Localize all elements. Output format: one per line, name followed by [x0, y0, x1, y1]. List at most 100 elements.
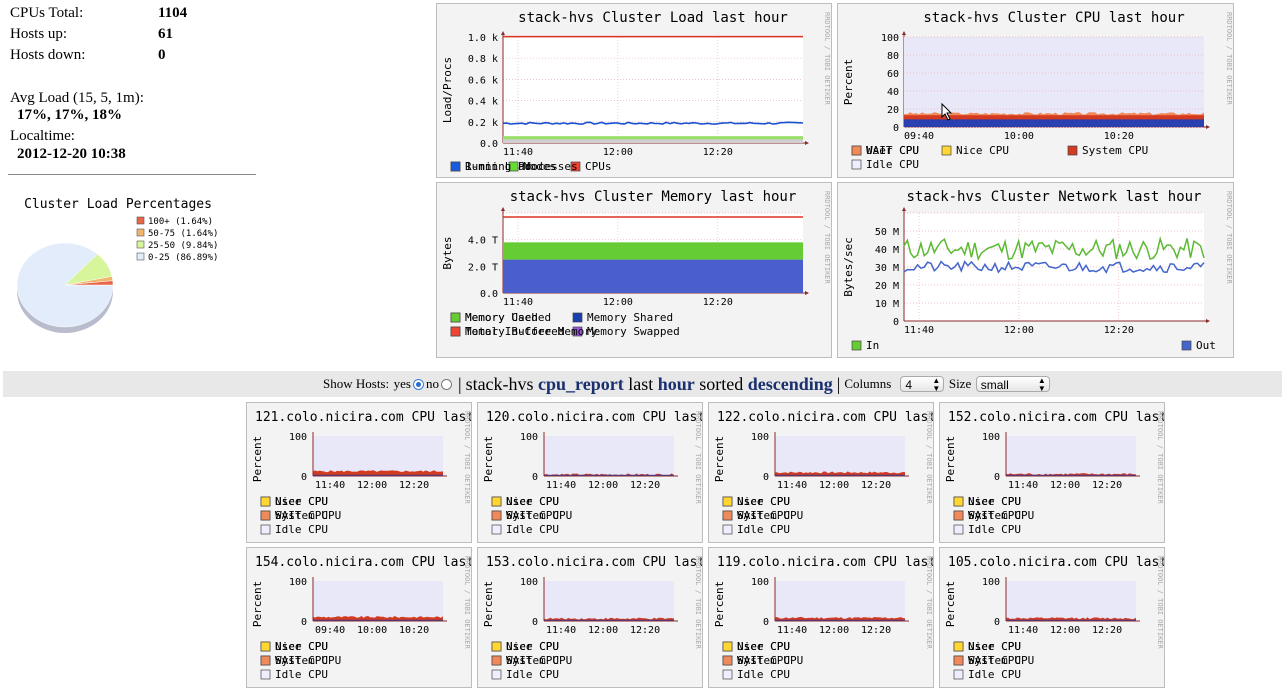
- show-hosts-yes-radio[interactable]: [412, 378, 424, 390]
- pie-legend-label: 50-75 (1.64%): [148, 229, 218, 239]
- watermark: RRDTOOL / TOBI OETIKER: [823, 12, 831, 106]
- graph-title: 154.colo.nicira.com CPU last hour: [255, 555, 472, 570]
- cpus-total-label: CPUs Total:: [10, 5, 84, 21]
- memory-cached-area: [503, 242, 803, 260]
- legend-label: User CPU: [737, 640, 790, 653]
- y-tick-label: 0: [301, 617, 307, 628]
- legend-label: Idle CPU: [968, 668, 1021, 681]
- pie-legend-label: 25-50 (9.84%): [148, 241, 218, 251]
- host-cpu-graph[interactable]: 121.colo.nicira.com CPU last hourRRDTOOL…: [246, 402, 472, 543]
- legend-label: WAIT CPU: [275, 509, 328, 522]
- cursor-icon: [941, 102, 953, 121]
- host-cpu-graph[interactable]: 122.colo.nicira.com CPU last hourRRDTOOL…: [708, 402, 934, 543]
- legend-label: WAIT CPU: [866, 144, 919, 157]
- pie-legend-swatch: [136, 252, 145, 261]
- x-tick-label: 10:20: [399, 625, 429, 636]
- user-cpu-area: [775, 474, 905, 476]
- legend-label: Memory Buffered: [465, 325, 564, 338]
- pie-legend-swatch: [136, 228, 145, 237]
- separator: |: [457, 373, 462, 394]
- y-tick-label: 100: [520, 432, 538, 443]
- legend-swatch: [953, 524, 964, 535]
- y-tick-label: 100: [982, 577, 1000, 588]
- y-axis-label: Percent: [842, 59, 855, 105]
- x-tick-label: 12:00: [1050, 480, 1080, 491]
- y-tick-label: 40: [887, 87, 899, 98]
- y-axis-arrow: [902, 207, 906, 211]
- hosts-up-label: Hosts up:: [10, 26, 68, 42]
- legend-swatch: [491, 510, 502, 521]
- legend-label: Memory Swapped: [587, 325, 680, 338]
- x-tick-label: 12:00: [588, 480, 618, 491]
- legend-label: Idle CPU: [866, 158, 919, 171]
- legend-label: System CPU: [275, 654, 341, 667]
- x-axis-arrow: [805, 141, 809, 145]
- legend-label: System CPU: [737, 654, 803, 667]
- y-axis-label: Percent: [251, 581, 264, 627]
- x-tick-label: 12:00: [1004, 325, 1034, 336]
- y-axis-label: Load/Procs: [441, 57, 454, 123]
- watermark: RRDTOOL / TOBI OETIKER: [463, 556, 471, 650]
- y-tick-label: 100: [289, 577, 307, 588]
- host-cpu-graph[interactable]: 119.colo.nicira.com CPU last hourRRDTOOL…: [708, 547, 934, 688]
- graph-title: stack-hvs Cluster Memory last hour: [510, 189, 797, 205]
- graph-title: 120.colo.nicira.com CPU last hour: [486, 410, 703, 425]
- legend-label: Nodes: [523, 160, 556, 173]
- host-cpu-graph[interactable]: 120.colo.nicira.com CPU last hourRRDTOOL…: [477, 402, 703, 543]
- legend-label: Idle CPU: [506, 523, 559, 536]
- y-tick-label: 100: [289, 432, 307, 443]
- y-tick-label: 0: [532, 472, 538, 483]
- x-tick-label: 09:40: [904, 131, 934, 142]
- show-hosts-no-radio[interactable]: [440, 378, 452, 390]
- user-cpu-area: [544, 619, 674, 621]
- idle-area: [775, 436, 905, 476]
- idle-area: [1006, 436, 1136, 476]
- x-tick-label: 12:20: [630, 480, 660, 491]
- y-axis-label: Percent: [482, 436, 495, 482]
- legend-label: User CPU: [275, 640, 328, 653]
- network-out-line: [903, 260, 1205, 275]
- hosts-up-value: 61: [158, 26, 173, 42]
- y-tick-label: 50 M: [875, 227, 899, 238]
- x-tick-label: 11:40: [904, 325, 934, 336]
- localtime-value: 2012-12-20 10:38: [17, 146, 126, 162]
- pie-legend-label: 0-25 (86.89%): [148, 253, 218, 263]
- watermark: RRDTOOL / TOBI OETIKER: [823, 191, 831, 285]
- legend-swatch: [491, 524, 502, 535]
- time-range: hour: [657, 373, 695, 394]
- legend-swatch: [722, 655, 733, 666]
- columns-select[interactable]: 4 ▲ ▼: [900, 376, 945, 393]
- y-axis-label: Percent: [251, 436, 264, 482]
- y-tick-label: 100: [751, 432, 769, 443]
- size-select[interactable]: small ▲ ▼: [975, 376, 1050, 393]
- yes-label: yes: [393, 376, 411, 391]
- y-tick-label: 0: [994, 472, 1000, 483]
- host-cpu-graph[interactable]: 105.colo.nicira.com CPU last hourRRDTOOL…: [939, 547, 1165, 688]
- x-tick-label: 11:40: [546, 625, 576, 636]
- legend-label: Idle CPU: [275, 523, 328, 536]
- pie-legend-label: 100+ (1.64%): [148, 217, 213, 227]
- legend-swatch: [260, 524, 271, 535]
- cluster-memory-graph[interactable]: stack-hvs Cluster Memory last hour RRDTOO…: [436, 182, 832, 358]
- cluster-network-graph[interactable]: stack-hvs Cluster Network last hour RRDTO…: [837, 182, 1234, 358]
- host-cpu-graph[interactable]: 152.colo.nicira.com CPU last hourRRDTOOL…: [939, 402, 1165, 543]
- y-axis-label: Bytes: [441, 236, 454, 269]
- legend-label: WAIT CPU: [506, 654, 559, 667]
- host-cpu-graph[interactable]: 153.colo.nicira.com CPU last hourRRDTOOL…: [477, 547, 703, 688]
- y-axis-label: Percent: [944, 581, 957, 627]
- graph-title: 152.colo.nicira.com CPU last hour: [948, 410, 1165, 425]
- user-cpu-area: [544, 474, 674, 476]
- x-tick-label: 12:00: [357, 480, 387, 491]
- legend-label: WAIT CPU: [737, 654, 790, 667]
- y-tick-label: 0.6 k: [468, 75, 498, 86]
- y-tick-label: 4.0 T: [468, 236, 498, 247]
- cluster-cpu-graph[interactable]: stack-hvs Cluster CPU last hour RRDTOOL /…: [837, 3, 1234, 178]
- legend-label: Memory Shared: [587, 311, 673, 324]
- y-tick-label: 0.2 k: [468, 118, 498, 129]
- cluster-load-graph[interactable]: stack-hvs Cluster Load last hour RRDTOOL …: [436, 3, 832, 178]
- graph-title: stack-hvs Cluster Load last hour: [518, 10, 788, 26]
- legend-label: Nice CPU: [968, 495, 1021, 508]
- host-cpu-graph[interactable]: 154.colo.nicira.com CPU last hourRRDTOOL…: [246, 547, 472, 688]
- legend-swatch: [953, 669, 964, 680]
- plot-area: [503, 37, 803, 143]
